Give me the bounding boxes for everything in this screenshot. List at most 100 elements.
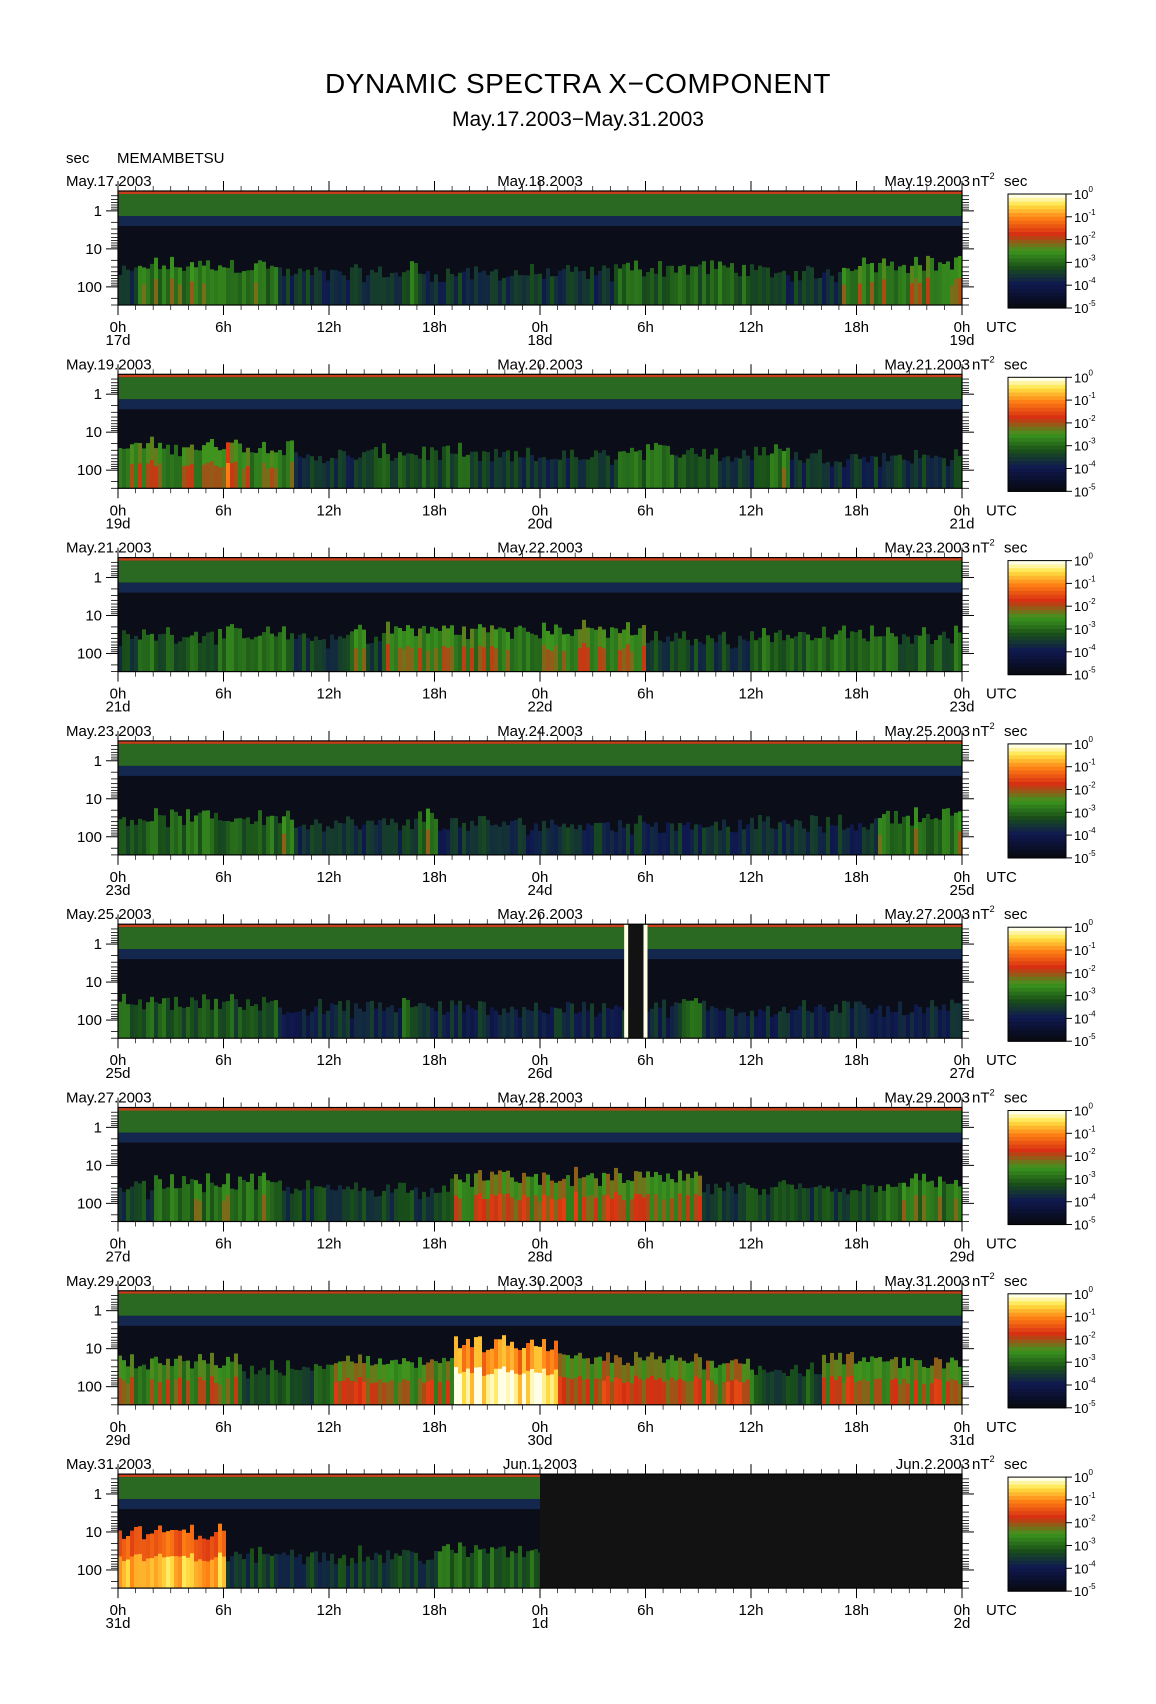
activity-column <box>438 630 442 672</box>
activity-column <box>174 444 178 489</box>
activity-column <box>682 999 686 1039</box>
activity-core <box>546 1195 550 1222</box>
activity-column <box>826 1186 830 1222</box>
activity-column <box>842 466 846 489</box>
activity-column <box>926 1367 930 1405</box>
activity-column <box>370 449 374 489</box>
activity-core <box>686 1195 690 1222</box>
activity-core <box>186 1380 190 1405</box>
colorbar-cell <box>1008 216 1066 222</box>
y-tick-label: 1 <box>94 1303 102 1320</box>
y-tick-label: 10 <box>85 424 102 441</box>
activity-column <box>170 454 174 489</box>
activity-column <box>326 280 330 305</box>
activity-column <box>286 810 290 855</box>
activity-column <box>158 1003 162 1039</box>
activity-column <box>450 1549 454 1589</box>
day-label: 19d <box>949 332 974 349</box>
colorbar-cell <box>1008 426 1066 432</box>
activity-column <box>258 810 262 855</box>
y-tick-label: 1 <box>94 386 102 403</box>
activity-column <box>138 1183 142 1222</box>
activity-column <box>190 1179 194 1222</box>
activity-column <box>870 455 874 489</box>
activity-core <box>434 647 438 672</box>
activity-column <box>158 634 162 672</box>
activity-column <box>438 459 442 489</box>
activity-core <box>130 1556 134 1589</box>
colorbar-cell <box>1008 797 1066 802</box>
colorbar-cell <box>1008 213 1066 218</box>
activity-column <box>746 824 750 855</box>
activity-column <box>946 638 950 672</box>
colorbar-cell <box>1008 651 1066 657</box>
activity-core <box>450 646 454 672</box>
colorbar-cell <box>1008 778 1066 783</box>
activity-core <box>638 1194 642 1222</box>
activity-column <box>462 456 466 489</box>
activity-column <box>418 1560 422 1589</box>
activity-column <box>322 1552 326 1589</box>
x-tick-label: 0h <box>532 1419 549 1436</box>
activity-column <box>758 1009 762 1039</box>
activity-column <box>926 1007 930 1039</box>
activity-column <box>350 1018 354 1039</box>
x-tick-label: 18h <box>844 319 869 336</box>
activity-column <box>218 629 222 672</box>
activity-column <box>934 455 938 489</box>
activity-column <box>658 261 662 305</box>
activity-column <box>690 266 694 305</box>
activity-column <box>846 268 850 305</box>
activity-column <box>430 1007 434 1039</box>
colorbar-cell <box>1008 251 1066 256</box>
activity-core <box>726 1381 730 1405</box>
colorbar-cell <box>1008 953 1066 959</box>
activity-column <box>682 824 686 855</box>
colorbar-tick-label: 100 <box>1074 552 1093 569</box>
colorbar-cell <box>1008 602 1066 607</box>
activity-column <box>894 636 898 672</box>
short-period-band <box>118 194 962 216</box>
activity-core <box>162 1557 166 1589</box>
colorbar-tick-label: 10-3 <box>1074 987 1096 1004</box>
activity-core <box>834 1380 838 1405</box>
activity-core <box>622 1382 626 1405</box>
activity-column <box>806 1010 810 1039</box>
colorbar-cell <box>1008 1354 1066 1359</box>
activity-column <box>878 1186 882 1222</box>
activity-core <box>210 1559 214 1589</box>
activity-column <box>562 268 566 305</box>
colorbar-frame <box>1007 1293 1067 1409</box>
activity-column <box>442 446 446 489</box>
activity-column <box>738 1183 742 1222</box>
activity-column <box>778 448 782 489</box>
activity-column <box>766 267 770 305</box>
activity-column <box>306 1556 310 1589</box>
activity-core <box>210 1376 214 1405</box>
y-tick-label: 100 <box>77 1012 102 1029</box>
activity-core <box>406 646 410 672</box>
day-label: 22d <box>527 699 552 716</box>
activity-column <box>134 442 138 489</box>
x-tick-label: 18h <box>422 1419 447 1436</box>
activity-core <box>290 461 294 489</box>
activity-column <box>138 999 142 1039</box>
activity-column <box>866 462 870 489</box>
activity-column <box>822 272 826 305</box>
activity-column <box>322 1187 326 1222</box>
activity-core <box>494 1195 498 1222</box>
activity-column <box>946 261 950 305</box>
short-period-band <box>118 377 962 400</box>
activity-column <box>118 447 122 489</box>
colorbar-cell <box>1008 751 1066 756</box>
activity-column <box>910 1178 914 1222</box>
colorbar-cell <box>1008 610 1066 615</box>
activity-column <box>950 815 954 855</box>
activity-column <box>934 639 938 672</box>
activity-column <box>434 1011 438 1039</box>
activity-column <box>150 263 154 305</box>
activity-column <box>362 1561 366 1589</box>
activity-column <box>942 1004 946 1039</box>
activity-column <box>754 269 758 305</box>
activity-core <box>530 1368 534 1405</box>
